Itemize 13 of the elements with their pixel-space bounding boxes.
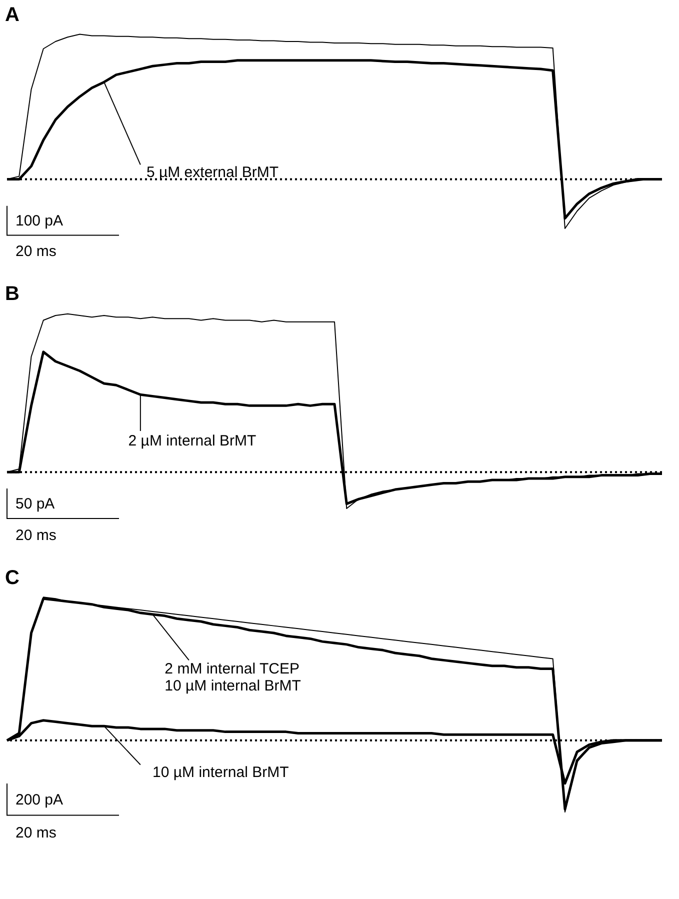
series-label: 2 µM internal BrMT [128,432,256,450]
text: 20 ms [15,243,56,260]
chart-title: A [5,4,20,26]
text: 20 ms [15,526,56,544]
annotation: 100 pA [15,212,64,230]
chart-title: B [5,283,20,305]
text: 20 ms [15,824,56,842]
text: 10 µM internal BrMT [152,764,289,781]
annotation: 50 pA [15,496,55,512]
annotation: 200 pA [15,791,64,808]
text: 5 µM external BrMT [146,164,279,181]
chart-title: C [5,567,20,589]
series-label: 2 mM internal TCEP 10 µM internal BrMT [164,660,301,695]
